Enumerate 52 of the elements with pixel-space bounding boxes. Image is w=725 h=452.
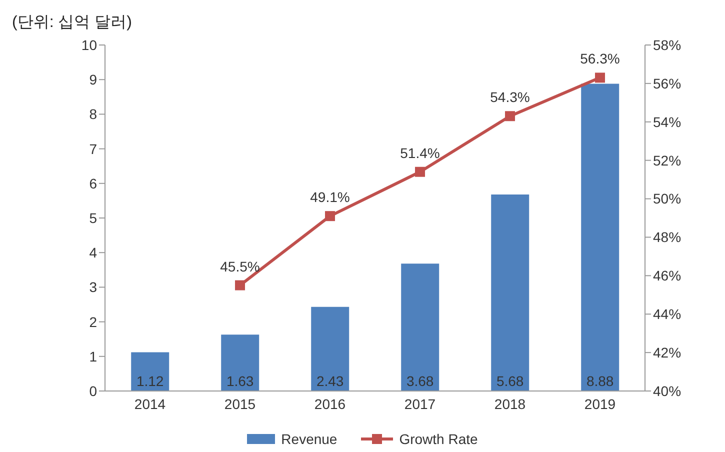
y-tick-label: 10 <box>81 36 98 53</box>
y-tick-label: 1 <box>89 348 98 364</box>
y-tick-label: 6 <box>89 175 98 192</box>
y2-tick-label: 40% <box>653 382 682 399</box>
data-label: 54.3% <box>490 89 530 106</box>
y-tick-label: 0 <box>89 382 98 399</box>
bar <box>221 334 260 391</box>
point <box>325 211 335 222</box>
y-tick-label: 5 <box>89 210 98 226</box>
y2-tick-label: 58% <box>653 36 682 53</box>
y2-tick-label: 42% <box>653 344 682 361</box>
data-label: 1.12 <box>136 373 164 389</box>
data-label: 1.63 <box>226 373 254 389</box>
data-label: 5.68 <box>496 373 524 389</box>
y2-tick-label: 46% <box>653 268 682 284</box>
y2-tick-label: 44% <box>653 306 682 322</box>
bar <box>401 264 440 391</box>
y2-tick-label: 52% <box>653 152 682 168</box>
y-tick-label: 8 <box>89 106 98 122</box>
data-label: 51.4% <box>400 144 440 161</box>
y2-tick-label: 50% <box>653 190 682 207</box>
bar <box>491 194 530 391</box>
bar <box>311 306 350 391</box>
point <box>505 111 515 122</box>
data-label: 2.43 <box>316 373 344 389</box>
point <box>235 280 245 290</box>
y-tick-label: 2 <box>89 314 98 330</box>
data-label: 56.3% <box>580 50 620 67</box>
y2-tick-label: 48% <box>653 229 682 246</box>
y2-tick-label: 54% <box>653 114 682 130</box>
data-label: 49.1% <box>310 189 350 206</box>
y2-tick-label: 56% <box>653 75 682 92</box>
bar <box>131 352 170 391</box>
x-tick-label: 2018 <box>494 396 526 412</box>
point <box>595 72 605 83</box>
data-label: 45.5% <box>220 258 260 274</box>
bar <box>581 84 620 391</box>
data-label: 3.68 <box>406 373 434 389</box>
y-tick-label: 4 <box>89 244 98 261</box>
x-tick-label: 2017 <box>404 396 436 412</box>
x-tick-label: 2015 <box>224 396 256 412</box>
x-tick-label: 2016 <box>314 396 346 412</box>
text: (단위: 십억 달러) <box>12 13 132 33</box>
x-tick-label: 2014 <box>134 396 166 412</box>
y-tick-label: 7 <box>89 140 98 157</box>
y-tick-label: 9 <box>89 72 98 88</box>
legend-label: Revenue <box>280 431 338 447</box>
legend-label: Growth Rate <box>398 431 478 447</box>
point <box>415 166 425 177</box>
data-label: 8.88 <box>586 373 614 389</box>
y-tick-label: 3 <box>89 279 98 296</box>
x-tick-label: 2019 <box>584 396 616 412</box>
